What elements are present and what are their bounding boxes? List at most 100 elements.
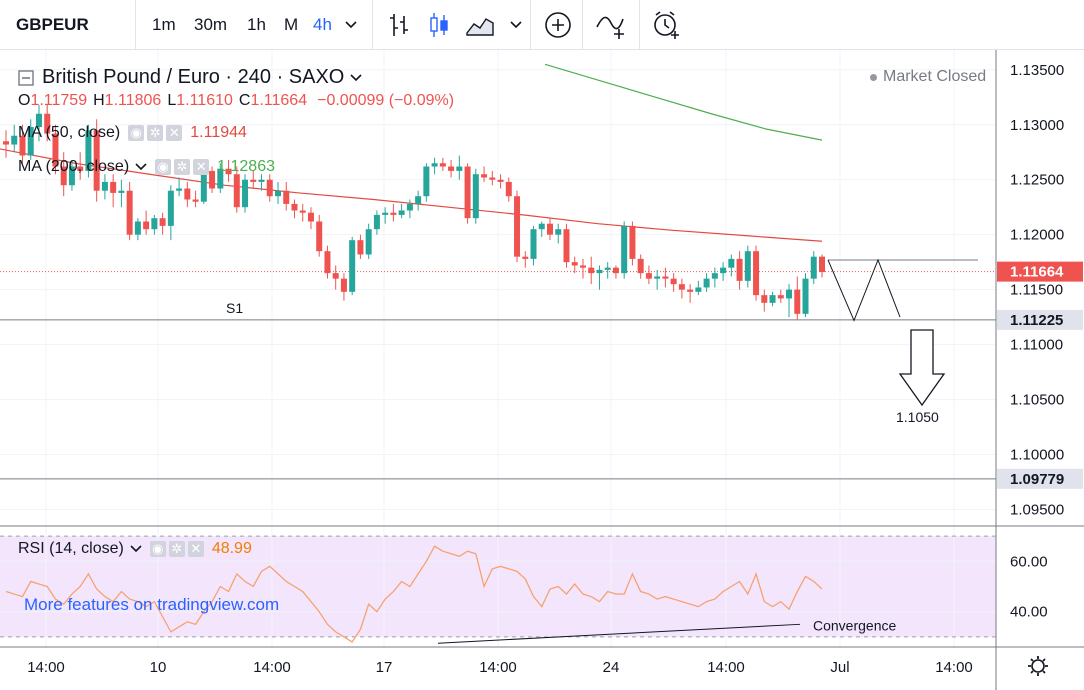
symbol-search-button[interactable]: GBPEUR	[16, 15, 89, 34]
interval-30m-button[interactable]: 30m	[194, 15, 228, 34]
rsi-legend[interactable]: RSI (14, close) ◉ ✲ ✕ 48.99	[18, 540, 252, 558]
candle-body	[167, 190, 174, 226]
close-icon[interactable]: ✕	[187, 541, 204, 557]
indicators-button[interactable]	[595, 0, 627, 50]
candle	[489, 170, 496, 186]
gear-icon[interactable]	[1028, 656, 1048, 676]
candle-body	[645, 273, 652, 279]
candle	[11, 124, 18, 153]
candle-body	[110, 181, 117, 193]
ma50-legend[interactable]: MA (50, close) ◉ ✲ ✕ 1.11944	[18, 124, 247, 142]
candle	[637, 254, 644, 279]
price-axis[interactable]: 1.09500 1.10000 1.10500 1.11000 1.11500 1.120…	[1010, 62, 1064, 519]
candle	[373, 210, 380, 235]
eye-icon[interactable]: ◉	[155, 159, 172, 175]
candle	[406, 199, 413, 219]
alert-button[interactable]	[652, 0, 682, 50]
chart-area[interactable]: 1.1050 S1 Convergence More features on t…	[0, 50, 1084, 690]
candle	[85, 124, 92, 178]
candle	[101, 174, 108, 200]
candle	[275, 181, 281, 204]
candle-body	[242, 179, 249, 208]
interval-1m-button[interactable]: 1m	[152, 15, 176, 34]
tradingview-watermark[interactable]: More features on tradingview.com	[24, 595, 279, 614]
gear-icon[interactable]: ✲	[168, 541, 185, 557]
candle	[579, 258, 586, 279]
candle-body	[810, 256, 817, 279]
candle-body	[637, 258, 644, 274]
candle-body	[514, 196, 521, 257]
eye-icon[interactable]: ◉	[149, 541, 166, 557]
area-style-button[interactable]	[466, 0, 494, 50]
candle-body	[777, 295, 784, 299]
chevron-down-icon[interactable]	[135, 163, 147, 171]
symbol-legend[interactable]: British Pound / Euro · 240 · SAXO	[18, 66, 362, 89]
candle	[266, 174, 273, 202]
ma50-legend-value: 1.11944	[190, 124, 247, 141]
rsi-line	[5, 545, 823, 643]
candle-body	[217, 168, 224, 189]
convergence-trendline[interactable]	[437, 623, 801, 644]
bar-style-icon	[390, 14, 408, 36]
time-tick-label: 10	[150, 659, 167, 676]
interval-dropdown-button[interactable]	[345, 0, 357, 50]
candle	[456, 155, 463, 180]
candle-body	[794, 289, 801, 314]
candle	[19, 124, 26, 164]
candle-body	[340, 278, 347, 292]
candle-body	[93, 130, 100, 191]
candle-body	[406, 203, 413, 211]
ma200-legend[interactable]: MA (200, close) ◉ ✲ ✕ 1.12863	[18, 158, 275, 176]
gear-icon[interactable]: ✲	[174, 159, 191, 175]
last-price-tag-bg	[997, 261, 1083, 282]
interval-4h-button[interactable]: 4h	[313, 15, 332, 34]
candle	[670, 273, 677, 292]
chart-style-dropdown-button[interactable]	[510, 0, 522, 50]
candle	[711, 267, 718, 288]
chevron-down-icon[interactable]	[130, 545, 142, 553]
bar-style-button[interactable]	[388, 0, 412, 50]
candle	[118, 179, 125, 208]
price-tags: 1.11664 1.11225 1.09779	[997, 261, 1083, 489]
down-arrow-drawing[interactable]	[898, 329, 946, 407]
candle-body	[27, 126, 34, 156]
close-icon[interactable]: ✕	[193, 159, 210, 175]
chevron-down-icon[interactable]	[350, 73, 362, 82]
eye-icon[interactable]: ◉	[128, 125, 145, 141]
compare-add-button[interactable]	[544, 0, 572, 50]
candle	[340, 273, 347, 301]
price-tick-label: 1.11500	[1010, 282, 1063, 299]
time-tick-label: 14:00	[479, 659, 517, 676]
candle	[810, 251, 817, 285]
candle	[283, 181, 290, 211]
candle	[736, 251, 743, 290]
rsi-axis[interactable]: 40.00 60.00	[1010, 553, 1048, 620]
price-tick-label: 1.12500	[1010, 172, 1064, 189]
lower-price-tag: 1.09779	[1010, 471, 1064, 488]
candle-body	[571, 262, 578, 266]
candle	[357, 234, 364, 259]
time-axis[interactable]: 14:00 10 14:00 17 14:00 24 14:00 Jul 14:00	[27, 659, 973, 676]
candle	[753, 245, 760, 301]
candle	[703, 273, 710, 292]
price-tick-label: 1.10500	[1010, 392, 1064, 409]
candles	[3, 104, 825, 321]
candle-body	[711, 273, 718, 279]
interval-M-button[interactable]: M	[284, 15, 299, 34]
candle	[192, 190, 199, 208]
candle-body	[670, 278, 677, 285]
candle-body	[654, 276, 661, 279]
interval-1h-button[interactable]: 1h	[247, 15, 266, 34]
candle-body	[431, 163, 438, 167]
close-icon[interactable]: ✕	[166, 125, 183, 141]
collapse-legend-icon[interactable]	[18, 69, 34, 86]
candle	[744, 245, 751, 288]
toolbar-divider	[135, 0, 136, 50]
candle-body	[151, 218, 158, 230]
candle	[324, 245, 331, 279]
projection-zigzag[interactable]	[827, 258, 901, 322]
toolbar-divider	[530, 0, 531, 50]
candles-style-button[interactable]	[427, 0, 451, 50]
gear-icon[interactable]: ✲	[147, 125, 164, 141]
candle-body	[192, 199, 199, 202]
